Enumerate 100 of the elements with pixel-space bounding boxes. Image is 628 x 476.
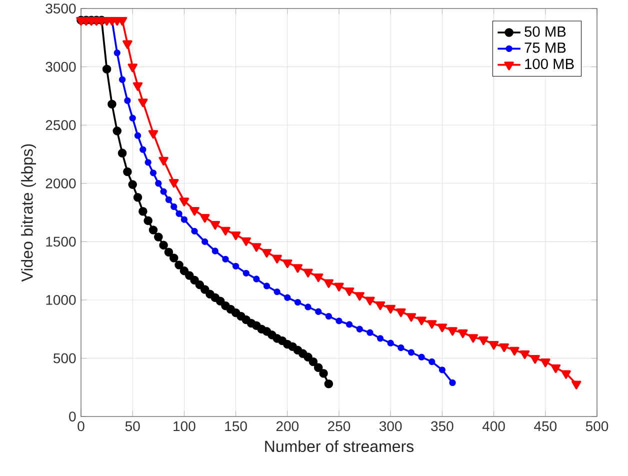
point: [129, 114, 136, 122]
point: [406, 313, 416, 322]
point: [242, 270, 250, 276]
point: [336, 318, 342, 324]
point: [148, 130, 158, 139]
y-axis-title: Video bitrate (kbps): [21, 144, 36, 282]
point: [561, 370, 571, 379]
point: [263, 282, 270, 290]
point: [241, 237, 251, 246]
point: [200, 214, 210, 223]
point: [530, 355, 540, 364]
point: [170, 203, 178, 210]
legend-label: 75 MB: [524, 42, 566, 53]
point: [437, 324, 448, 332]
point: [314, 273, 324, 282]
point: [448, 327, 458, 336]
point: [220, 226, 230, 236]
point: [138, 98, 148, 108]
point: [408, 349, 415, 356]
y-tick-label: 500: [54, 353, 76, 364]
point: [375, 301, 386, 310]
legend-label: 100 MB: [525, 58, 574, 70]
y-tick-label: 3000: [46, 62, 76, 72]
point: [325, 312, 332, 320]
point: [123, 167, 132, 176]
point: [550, 364, 561, 374]
point: [174, 260, 184, 270]
point: [102, 64, 112, 74]
point: [190, 276, 199, 285]
point: [108, 100, 116, 109]
point: [124, 97, 131, 104]
point: [282, 259, 292, 268]
point: [180, 216, 188, 223]
y-tick-label: 2500: [46, 120, 76, 130]
point: [334, 282, 344, 292]
point: [366, 329, 374, 336]
point: [315, 308, 322, 315]
point: [144, 216, 152, 226]
point: [284, 294, 291, 301]
point: [202, 238, 208, 246]
point: [118, 148, 127, 158]
point: [164, 248, 174, 257]
point: [169, 254, 178, 262]
point: [216, 296, 225, 306]
point: [356, 326, 363, 332]
point: [128, 180, 138, 189]
x-tick-label: 400: [482, 421, 505, 432]
x-tick-label: 350: [431, 421, 454, 432]
point: [324, 279, 334, 288]
point: [438, 366, 446, 374]
point: [114, 50, 120, 56]
point: [416, 316, 426, 326]
point: [376, 335, 384, 342]
point: [428, 358, 436, 366]
point: [122, 40, 132, 49]
point: [354, 292, 364, 301]
point: [458, 329, 468, 338]
point: [304, 352, 312, 362]
point: [314, 363, 323, 372]
point: [159, 240, 168, 250]
point: [387, 340, 394, 346]
point: [540, 358, 550, 368]
point: [180, 266, 189, 276]
point: [212, 248, 218, 254]
x-tick-label: 300: [379, 421, 402, 432]
point: [118, 76, 126, 83]
point: [303, 268, 313, 278]
point: [346, 321, 353, 328]
point: [344, 287, 354, 296]
point: [272, 254, 282, 264]
point: [195, 280, 204, 290]
point: [154, 232, 163, 242]
point: [488, 341, 499, 350]
point: [222, 256, 229, 262]
point: [128, 64, 138, 72]
point: [148, 226, 158, 234]
point: [499, 343, 509, 352]
point: [230, 231, 241, 240]
x-tick-label: 150: [225, 421, 247, 432]
point: [308, 357, 318, 366]
x-tick-label: 250: [328, 421, 350, 432]
point: [169, 179, 179, 188]
y-tick-label: 0: [69, 412, 76, 422]
point: [150, 170, 157, 176]
x-tick-label: 500: [586, 421, 608, 432]
y-tick-label: 2000: [46, 178, 76, 188]
point: [158, 156, 168, 166]
point: [294, 298, 302, 306]
point: [304, 304, 312, 310]
x-tick-label: 0: [78, 421, 84, 432]
point: [398, 344, 404, 352]
point: [134, 132, 142, 139]
point: [160, 188, 167, 195]
point: [319, 369, 328, 378]
point: [253, 276, 260, 282]
point: [427, 320, 437, 329]
point: [449, 379, 456, 386]
y-tick-label: 1500: [46, 236, 76, 247]
point: [324, 379, 334, 388]
point: [571, 380, 582, 390]
